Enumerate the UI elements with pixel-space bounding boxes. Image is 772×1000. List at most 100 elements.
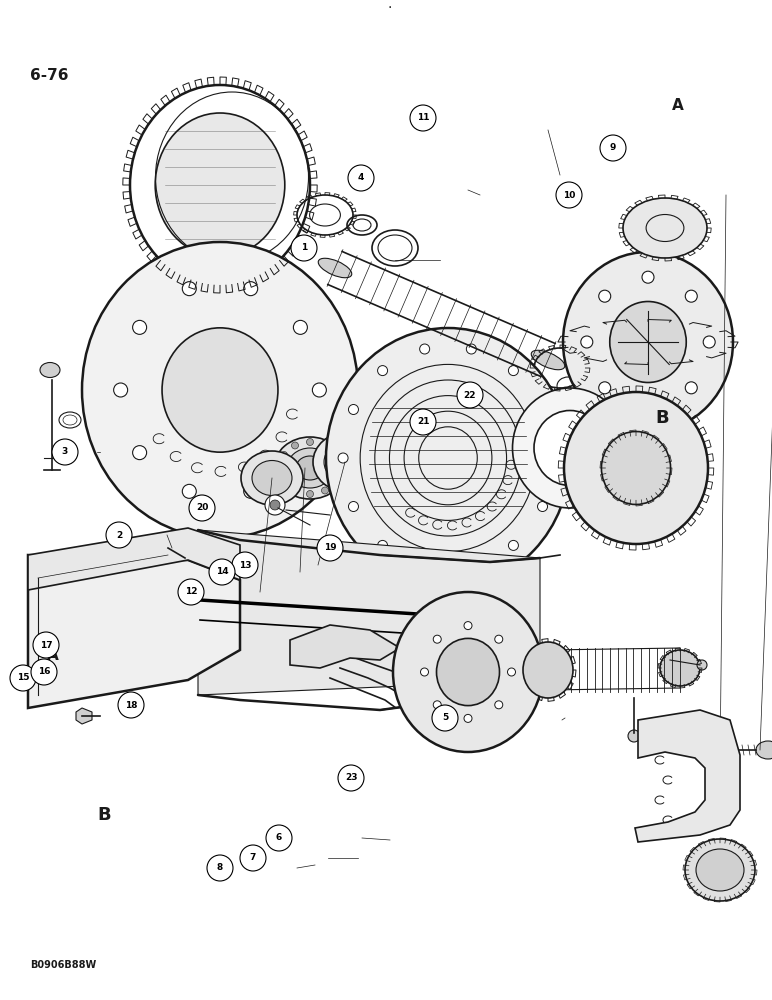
Circle shape (599, 382, 611, 394)
Circle shape (501, 718, 511, 728)
Circle shape (280, 452, 287, 458)
Circle shape (348, 404, 358, 414)
Circle shape (524, 667, 534, 677)
Circle shape (519, 639, 528, 649)
Circle shape (420, 562, 430, 572)
Circle shape (146, 571, 160, 585)
Circle shape (178, 579, 204, 605)
Circle shape (56, 658, 70, 672)
Circle shape (232, 552, 258, 578)
Text: 20: 20 (196, 504, 208, 512)
Ellipse shape (296, 456, 324, 480)
Circle shape (10, 665, 36, 691)
Circle shape (182, 282, 196, 296)
Circle shape (425, 718, 435, 728)
Text: 14: 14 (215, 568, 229, 576)
Text: 3: 3 (62, 448, 68, 456)
Text: 1: 1 (301, 243, 307, 252)
Circle shape (495, 701, 503, 709)
Text: 6: 6 (276, 834, 282, 842)
Circle shape (466, 562, 476, 572)
Text: 8: 8 (217, 863, 223, 872)
Text: 23: 23 (345, 774, 357, 782)
Ellipse shape (40, 362, 60, 377)
Ellipse shape (534, 410, 606, 486)
Circle shape (244, 484, 258, 498)
Ellipse shape (563, 252, 733, 432)
Ellipse shape (623, 198, 707, 258)
Polygon shape (635, 710, 740, 842)
Circle shape (556, 182, 582, 208)
Ellipse shape (324, 441, 372, 483)
Circle shape (501, 616, 511, 626)
Text: 12: 12 (185, 587, 198, 596)
Circle shape (291, 235, 317, 261)
Text: 22: 22 (464, 390, 476, 399)
Ellipse shape (326, 328, 570, 588)
Circle shape (292, 487, 299, 494)
Ellipse shape (660, 650, 700, 686)
Circle shape (686, 290, 697, 302)
Text: 13: 13 (239, 560, 251, 570)
Text: 11: 11 (417, 113, 429, 122)
Ellipse shape (274, 437, 346, 499)
Circle shape (56, 571, 70, 585)
Ellipse shape (313, 432, 383, 492)
Circle shape (457, 382, 483, 408)
Circle shape (642, 401, 654, 413)
Text: .: . (388, 0, 392, 11)
Circle shape (101, 658, 115, 672)
Circle shape (697, 660, 707, 670)
Circle shape (421, 668, 428, 676)
Circle shape (599, 290, 611, 302)
Text: 5: 5 (442, 714, 448, 722)
Circle shape (337, 464, 344, 472)
Polygon shape (290, 625, 400, 668)
Text: 17: 17 (39, 641, 52, 650)
Circle shape (378, 540, 388, 550)
Ellipse shape (287, 448, 333, 488)
Circle shape (425, 616, 435, 626)
Circle shape (449, 603, 459, 613)
Ellipse shape (393, 592, 543, 752)
Circle shape (101, 571, 115, 585)
Circle shape (317, 535, 343, 561)
Circle shape (537, 404, 547, 414)
Circle shape (159, 536, 177, 554)
Circle shape (306, 438, 313, 446)
Circle shape (401, 667, 411, 677)
Circle shape (31, 659, 57, 685)
Circle shape (333, 478, 340, 485)
Circle shape (519, 695, 528, 705)
Polygon shape (28, 555, 240, 708)
Circle shape (276, 464, 283, 472)
Text: 21: 21 (417, 418, 429, 426)
Circle shape (244, 282, 258, 296)
Text: 16: 16 (38, 668, 50, 676)
Circle shape (507, 668, 516, 676)
Circle shape (33, 632, 59, 658)
Circle shape (509, 366, 519, 376)
Ellipse shape (82, 242, 358, 538)
Circle shape (321, 442, 329, 449)
Circle shape (548, 453, 558, 463)
Circle shape (163, 540, 173, 550)
Circle shape (338, 453, 348, 463)
Text: 15: 15 (17, 674, 29, 682)
Circle shape (52, 439, 78, 465)
Circle shape (240, 845, 266, 871)
Circle shape (704, 814, 716, 826)
Circle shape (433, 635, 442, 643)
Circle shape (265, 495, 285, 515)
Circle shape (207, 855, 233, 881)
Ellipse shape (685, 839, 755, 901)
Circle shape (321, 487, 329, 494)
Circle shape (348, 165, 374, 191)
Text: 2: 2 (116, 530, 122, 540)
Circle shape (432, 705, 458, 731)
Circle shape (189, 495, 215, 521)
Circle shape (313, 383, 327, 397)
Circle shape (106, 522, 132, 548)
Text: 9: 9 (610, 143, 616, 152)
Text: 7: 7 (250, 854, 256, 862)
